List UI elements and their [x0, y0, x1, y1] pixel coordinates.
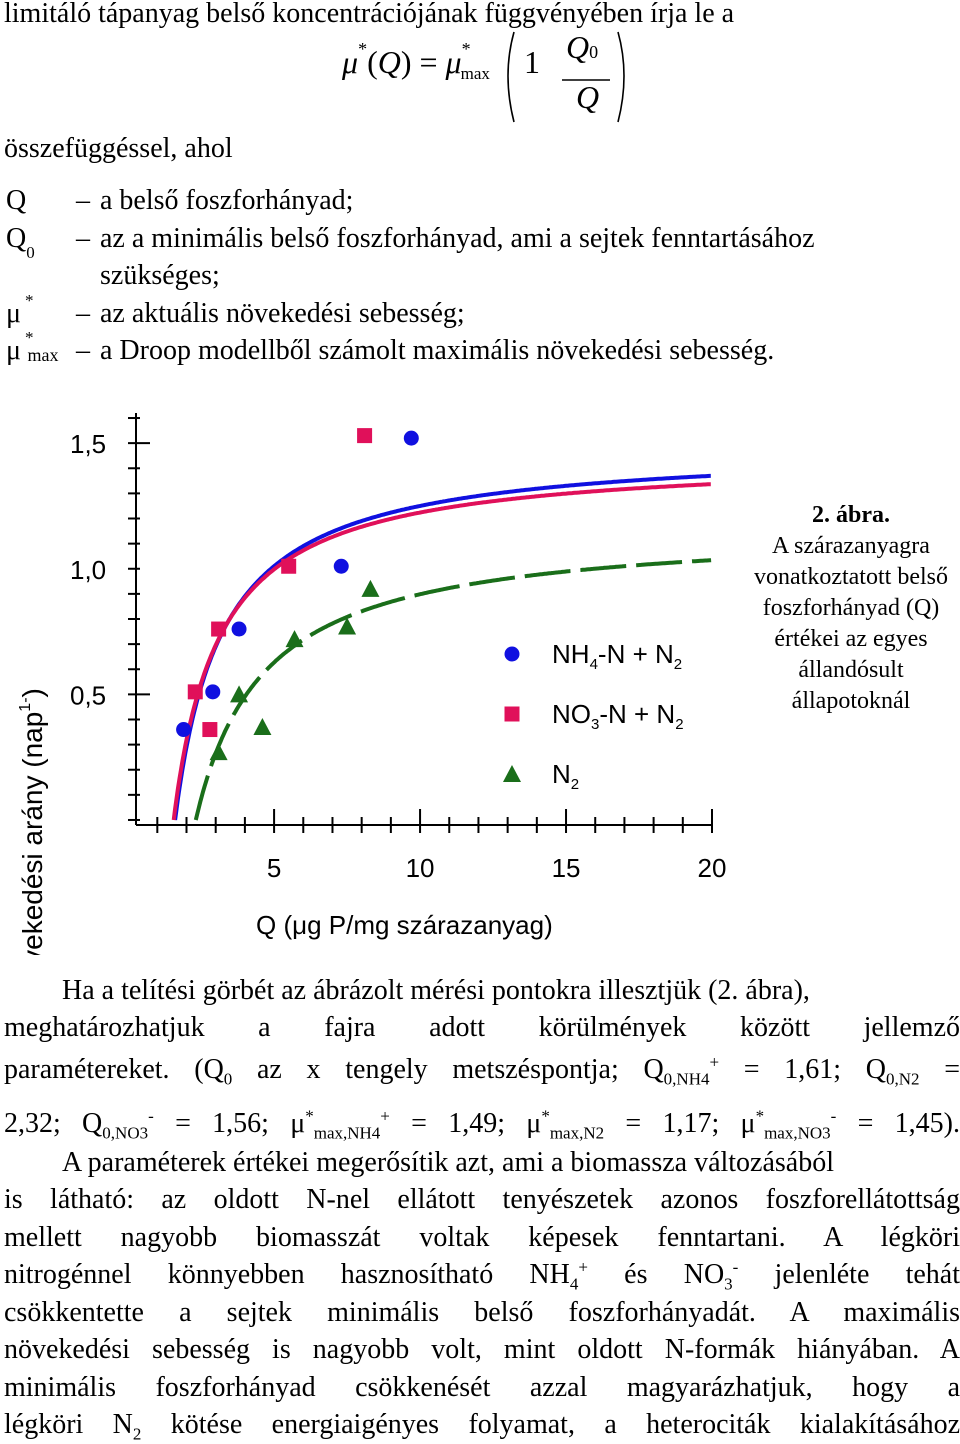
data-point-square	[211, 621, 227, 637]
x-tick-label: 10	[406, 853, 435, 883]
legend-label: NH4-N + N2	[552, 639, 682, 673]
fit-curve	[193, 558, 712, 821]
data-point-triangle	[253, 718, 272, 736]
def-dash: –	[76, 298, 90, 329]
caption-text: A szárazanyagra vonatkoztatott belső fos…	[754, 533, 948, 714]
eq-open-paren: (	[367, 44, 378, 80]
x-tick-label: 5	[267, 853, 281, 883]
eq-q: Q	[377, 44, 401, 80]
data-point-triangle	[285, 630, 304, 648]
data-point-triangle	[209, 743, 228, 761]
y-axis-label: növekedési arány (nap1-)	[17, 688, 48, 955]
eq-q-den: Q	[576, 79, 600, 115]
eq-q0: Q	[566, 29, 590, 65]
x-tick-label: 20	[698, 853, 727, 883]
para2-line: növekedési sebesség is nagyobb volt, min…	[4, 1334, 960, 1365]
legend-label: N2	[552, 759, 579, 793]
y-tick-label: 0,5	[70, 680, 106, 710]
para2-line: mellett nagyobb biomasszát voltak képese…	[4, 1222, 960, 1253]
x-tick-label: 15	[552, 853, 581, 883]
droop-equation: μ*(Q) = μ*max	[342, 40, 500, 83]
eq-close-paren: )	[400, 44, 412, 80]
chart-legend: NH4-N + N2 NO3-N + N2 N2	[503, 639, 684, 793]
eq-zero: 0	[589, 42, 599, 62]
legend-label: NO3-N + N2	[552, 699, 684, 733]
y-tick-label: 1,0	[70, 555, 106, 585]
data-point-square	[357, 428, 373, 444]
def-symbol: μ *	[6, 290, 34, 329]
legend-marker-triangle	[503, 765, 521, 782]
data-point-circle	[205, 684, 221, 700]
legend-marker-square	[504, 706, 520, 722]
def-dash: –	[76, 335, 90, 366]
data-point-circle	[176, 722, 192, 738]
def-text: az aktuális növekedési sebesség;	[100, 298, 465, 329]
def-symbol: Q	[6, 185, 27, 216]
para1-line: meghatározhatjuk a fajra adott körülmény…	[4, 1012, 960, 1043]
data-point-triangle	[230, 685, 249, 703]
data-point-square	[187, 684, 203, 700]
data-point-square	[281, 558, 297, 574]
def-dash: –	[76, 185, 90, 216]
para2-line: nitrogénnel könnyebben hasznosítható NH4…	[4, 1257, 960, 1294]
eq-star: *	[358, 39, 368, 60]
legend-marker-circle	[504, 646, 520, 662]
x-axis-label: Q (μg P/mg szárazanyag)	[256, 910, 553, 940]
data-point-circle	[403, 430, 419, 446]
eq-star-2: *	[461, 39, 471, 60]
caption-title: 2. ábra.	[812, 502, 890, 528]
para2-line: is látható: az oldott N-nel ellátott ten…	[4, 1184, 960, 1215]
data-point-triangle	[361, 579, 380, 597]
para2-line: csökkentette a sejtek minimális belső fo…	[4, 1297, 960, 1328]
after-equation: összefüggéssel, ahol	[4, 133, 233, 164]
para1-line: Ha a telítési görbét az ábrázolt mérési …	[62, 975, 810, 1006]
eq-max: max	[460, 64, 490, 83]
intro-line: limitáló tápanyag belső koncentrációjána…	[4, 0, 735, 29]
def-text: szükséges;	[100, 260, 220, 291]
para2-line: minimális foszforhányad csökkenését azza…	[4, 1372, 960, 1403]
eq-fraction	[507, 31, 625, 123]
eq-denominator: Q	[576, 79, 599, 116]
para2-line: A paraméterek értékei megerősítik azt, a…	[62, 1147, 835, 1178]
fit-curve	[171, 482, 711, 821]
def-dash: –	[76, 223, 90, 254]
y-tick-label: 1,5	[70, 429, 106, 459]
def-symbol: Q0	[6, 223, 35, 262]
data-point-circle	[333, 558, 349, 574]
eq-equals: =	[419, 44, 438, 80]
para1-line: 2,32; Q0,NO3- = 1,56; μ*max,NH4+ = 1,49;…	[4, 1106, 960, 1143]
para2-line: légköri N2 kötése energiaigényes folyama…	[4, 1409, 960, 1444]
data-point-triangle	[338, 617, 357, 635]
def-text: a Droop modellből számolt maximális növe…	[100, 335, 775, 366]
figure-caption: 2. ábra. A szárazanyagra vonatkoztatott …	[748, 500, 954, 717]
def-text: az a minimális belső foszforhányad, ami …	[100, 223, 815, 254]
def-symbol: μ *max	[6, 327, 59, 366]
growth-rate-chart: 1,5 1,0 0,5 5 10 15 20 növekedési arány (nap1…	[17, 413, 727, 955]
eq-mu: μ	[342, 44, 359, 80]
data-point-circle	[231, 621, 247, 637]
eq-one: 1	[524, 44, 540, 80]
def-text: a belső foszforhányad;	[100, 185, 354, 216]
eq-numerator: Q0	[566, 29, 598, 66]
para1-line: paramétereket. (Q0 az x tengely metszésp…	[4, 1052, 960, 1089]
eq-mu-max: μ	[445, 44, 462, 80]
data-point-square	[202, 722, 218, 738]
chart-axes	[135, 413, 712, 826]
